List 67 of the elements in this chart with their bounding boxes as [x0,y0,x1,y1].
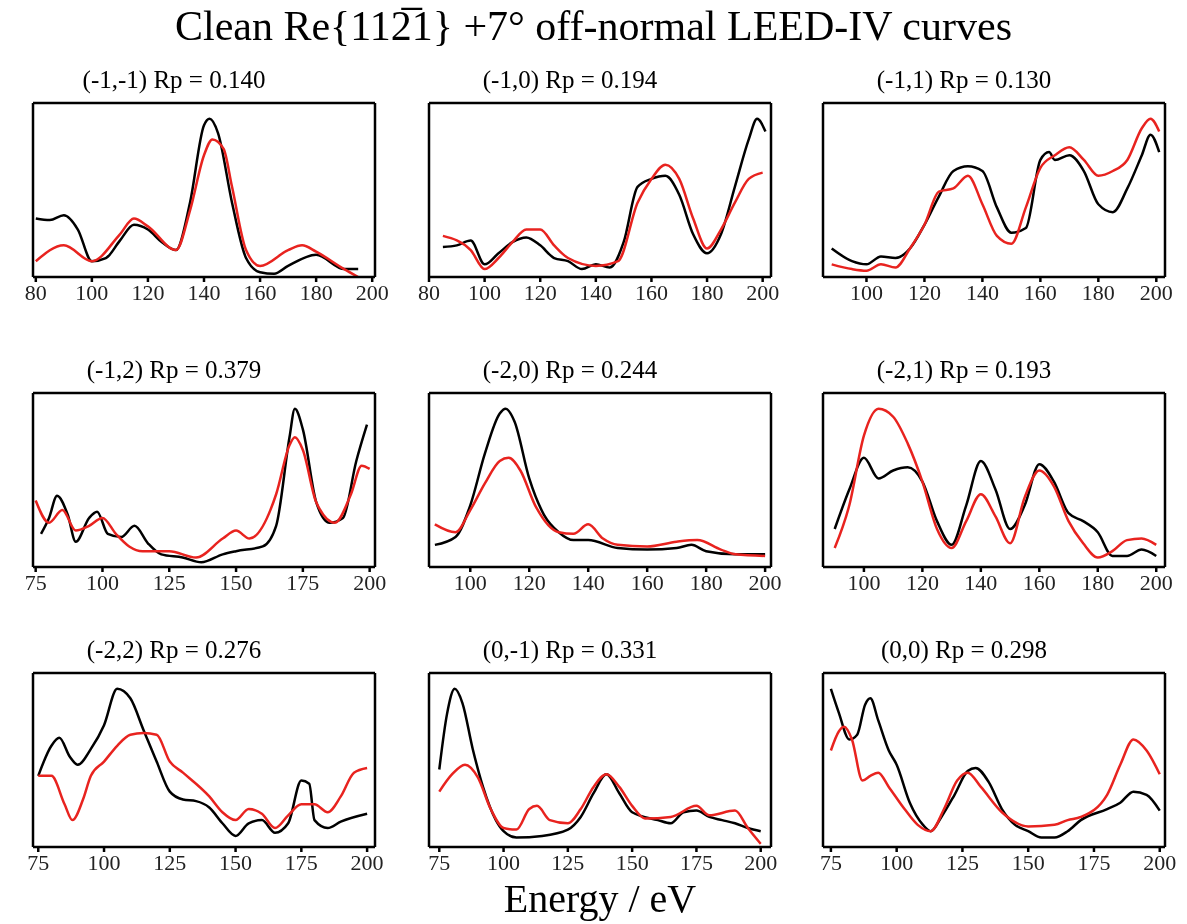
text: Clean Re{112̅1} +7° off-normal LEED-IV curves [174,2,1013,50]
x-tick-label: 100 [87,849,121,875]
x-tick-label: 175 [284,849,318,875]
x-tick-label: 120 [905,569,939,595]
x-tick-label: 100 [849,279,883,305]
x-tick-label: 140 [965,279,999,305]
x-tick-label: 160 [1023,279,1057,305]
chart-title: (-2,2) Rp = 0.276 [85,635,263,665]
x-tick-label: 200 [353,569,387,595]
x-tick-label: 140 [187,279,221,305]
x-tick-label: 200 [1143,849,1177,875]
chart-title: (-2,0) Rp = 0.244 [481,355,659,385]
x-tick-label: 150 [219,569,253,595]
x-tick-label: 175 [1077,849,1111,875]
x-tick-label: 100 [880,849,914,875]
x-tick-label: 160 [1022,569,1056,595]
x-tick-label: 120 [512,569,546,595]
x-tick-label: 175 [286,569,320,595]
chart-title: (0,-1) Rp = 0.331 [481,635,659,665]
x-tick-label: 100 [85,569,119,595]
x-tick-label: 125 [153,849,187,875]
x-tick-label: 140 [571,569,605,595]
chart-title: (-2,1) Rp = 0.193 [875,355,1053,385]
x-tick-label: 120 [131,279,165,305]
chart-title: (-1,-1) Rp = 0.140 [81,65,267,96]
x-tick-label: 200 [355,279,389,305]
x-tick-label: 200 [1139,569,1173,595]
x-tick-label: 100 [75,279,109,305]
x-tick-label: 75 [428,849,451,875]
x-tick-label: 125 [945,849,979,875]
x-tick-label: 75 [24,569,47,595]
x-tick-label: 140 [579,279,613,305]
x-tick-label: 200 [748,569,782,595]
x-tick-label: 150 [219,849,253,875]
x-tick-label: 200 [1139,279,1173,305]
x-tick-label: 180 [689,569,723,595]
x-tick-label: 80 [24,279,47,305]
chart-title: (-1,1) Rp = 0.130 [875,65,1053,95]
x-tick-label: 180 [1081,279,1115,305]
x-tick-label: 160 [634,279,668,305]
x-tick-label: 200 [746,279,780,305]
x-tick-label: 200 [744,849,778,875]
x-tick-label: 75 [27,849,50,875]
x-tick-label: 180 [299,279,333,305]
x-tick-label: 100 [847,569,881,595]
x-tick-label: 75 [819,849,842,875]
x-tick-label: 140 [964,569,998,595]
x-tick-label: 100 [468,279,502,305]
x-axis-title: Energy / eV [502,876,698,921]
x-tick-label: 100 [453,569,487,595]
x-tick-label: 180 [690,279,724,305]
x-tick-label: 80 [418,279,440,305]
x-tick-label: 125 [551,849,585,875]
chart-title: (0,0) Rp = 0.298 [879,635,1049,666]
x-tick-label: 160 [630,569,664,595]
chart-title: (-1,0) Rp = 0.194 [481,65,659,95]
x-tick-label: 175 [679,849,713,875]
x-tick-label: 125 [152,569,186,595]
x-tick-label: 150 [1011,849,1045,875]
x-tick-label: 200 [350,849,384,875]
x-tick-label: 160 [243,279,277,305]
x-tick-label: 150 [615,849,649,875]
x-tick-label: 120 [523,279,557,305]
x-tick-label: 120 [907,279,941,305]
x-tick-label: 100 [487,849,521,875]
x-tick-label: 180 [1081,569,1115,595]
chart-title: (-1,2) Rp = 0.379 [85,355,263,385]
